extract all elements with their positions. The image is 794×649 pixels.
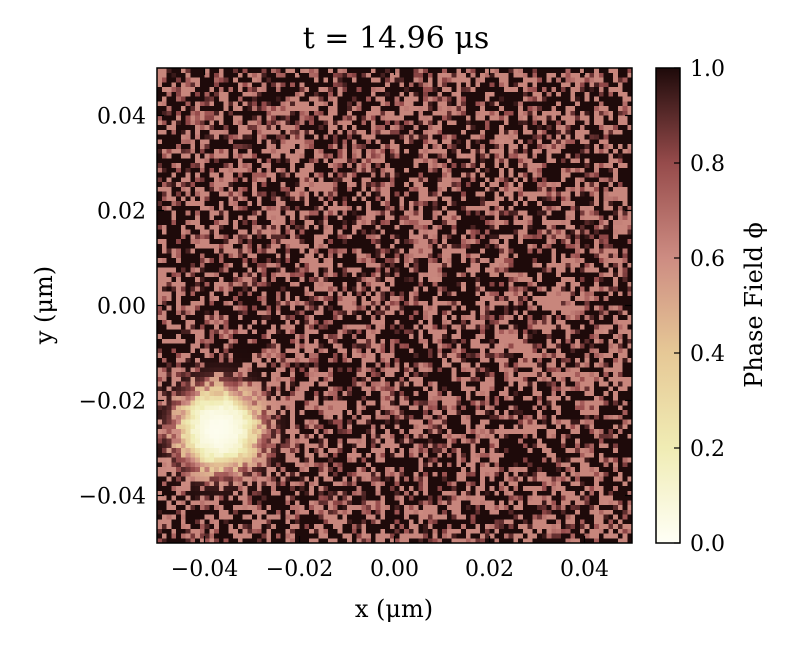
heatmap-image bbox=[157, 68, 632, 543]
x-tick-label: 0.02 bbox=[465, 557, 514, 582]
colorbar-tick-label: 0.2 bbox=[690, 437, 725, 462]
x-axis-ticks: −0.04 −0.02 0.00 0.02 0.04 bbox=[171, 68, 609, 582]
colorbar-ticks: 1.0 0.8 0.6 0.4 0.2 0.0 bbox=[674, 57, 725, 557]
x-tick-label: −0.04 bbox=[171, 557, 238, 582]
y-tick-label: −0.04 bbox=[79, 485, 146, 510]
x-tick-label: 0.00 bbox=[370, 557, 419, 582]
x-tick-label: −0.02 bbox=[266, 557, 333, 582]
colorbar-tick-label: 0.8 bbox=[690, 152, 725, 177]
colorbar-tick-label: 0.4 bbox=[690, 342, 725, 367]
y-tick-label: −0.02 bbox=[79, 390, 146, 415]
colorbar-tick-label: 1.0 bbox=[690, 57, 725, 82]
y-axis-label: y (μm) bbox=[30, 266, 58, 345]
x-axis-label: x (μm) bbox=[355, 595, 433, 623]
colorbar-tick-label: 0.0 bbox=[690, 532, 725, 557]
colorbar bbox=[655, 67, 681, 544]
chart-title: t = 14.96 μs bbox=[303, 21, 490, 56]
heatmap-plot bbox=[156, 67, 633, 544]
colorbar-label: Phase Field ϕ bbox=[740, 222, 768, 388]
y-tick-label: 0.04 bbox=[97, 105, 146, 130]
colorbar-tick-label: 0.6 bbox=[690, 247, 725, 272]
x-tick-label: 0.04 bbox=[560, 557, 609, 582]
y-axis-ticks: 0.04 0.02 0.00 −0.02 −0.04 bbox=[79, 105, 632, 510]
y-tick-label: 0.02 bbox=[97, 200, 146, 225]
y-tick-label: 0.00 bbox=[97, 295, 146, 320]
